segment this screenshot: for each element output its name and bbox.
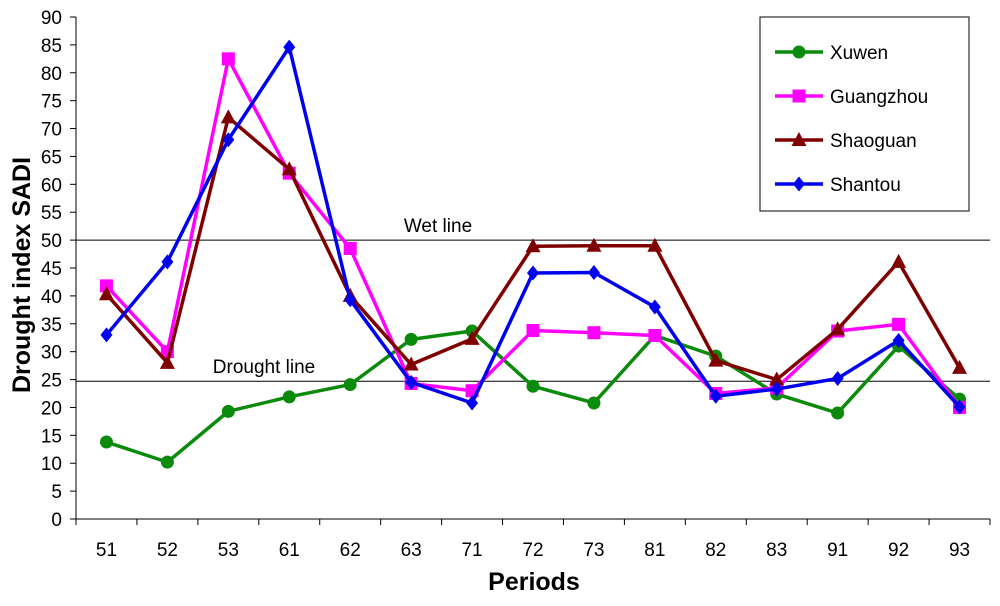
- legend-marker-shantou: [793, 176, 805, 192]
- reference-line-label: Drought line: [213, 357, 315, 378]
- data-point-shantou: [648, 299, 661, 315]
- y-tick-label: 55: [41, 203, 62, 224]
- x-tick-label: 83: [766, 540, 787, 561]
- data-point-shantou: [527, 265, 539, 281]
- legend-label-shantou: Shantou: [830, 175, 901, 196]
- data-point-guangzhou: [221, 52, 235, 66]
- y-tick-label: 60: [41, 175, 62, 196]
- y-tick-label: 30: [41, 343, 62, 364]
- data-point-shaoguan: [464, 330, 480, 345]
- legend-marker-shaoguan: [791, 132, 807, 146]
- data-point-shantou: [892, 333, 905, 349]
- legend-label-guangzhou: Guangzhou: [830, 87, 928, 108]
- x-tick-label: 92: [888, 540, 909, 561]
- data-point-shantou: [161, 254, 174, 270]
- y-tick-label: 40: [41, 287, 62, 308]
- data-point-shaoguan: [586, 237, 602, 252]
- y-tick-label: 80: [41, 64, 62, 85]
- data-point-shaoguan: [281, 161, 297, 176]
- y-tick-label: 10: [41, 454, 62, 475]
- legend-label-shaoguan: Shaoguan: [830, 131, 917, 152]
- data-point-xuwen: [587, 396, 601, 410]
- x-tick-label: 82: [705, 540, 726, 561]
- data-point-shaoguan: [891, 253, 907, 268]
- y-tick-label: 85: [41, 36, 62, 57]
- data-point-shaoguan: [708, 352, 724, 367]
- data-point-xuwen: [282, 390, 296, 404]
- data-point-shantou: [405, 374, 418, 390]
- data-point-shantou: [770, 381, 783, 397]
- data-point-guangzhou: [648, 328, 662, 342]
- y-tick-label: 25: [41, 371, 62, 392]
- reference-line-label: Wet line: [404, 216, 472, 237]
- series-line-xuwen: [105, 329, 961, 464]
- data-point-xuwen: [160, 455, 174, 469]
- data-point-xuwen: [343, 378, 357, 392]
- data-point-shaoguan: [159, 354, 175, 369]
- data-point-guangzhou: [526, 323, 540, 337]
- y-tick-label: 90: [41, 8, 62, 29]
- legend-marker-xuwen: [792, 45, 806, 59]
- x-tick-label: 81: [644, 540, 665, 561]
- data-point-shantou: [100, 327, 113, 343]
- data-point-shantou: [709, 388, 722, 404]
- data-point-shantou: [953, 399, 966, 415]
- x-tick-label: 72: [522, 540, 543, 561]
- y-tick-label: 70: [41, 120, 62, 141]
- series-shaoguan: [98, 109, 968, 386]
- y-tick-label: 15: [41, 426, 62, 447]
- data-point-shaoguan: [525, 238, 541, 253]
- legend-label-xuwen: Xuwen: [830, 43, 888, 64]
- data-point-shaoguan: [403, 356, 419, 371]
- y-tick-label: 50: [41, 231, 62, 252]
- data-point-guangzhou: [892, 317, 906, 331]
- data-point-xuwen: [404, 332, 418, 346]
- data-point-guangzhou: [99, 279, 113, 293]
- y-tick-label: 20: [41, 398, 62, 419]
- data-point-xuwen: [221, 404, 235, 418]
- y-tick-label: 35: [41, 315, 62, 336]
- data-point-shantou: [222, 132, 235, 148]
- x-tick-label: 61: [279, 540, 300, 561]
- y-tick-label: 45: [41, 259, 62, 280]
- x-axis-title: Periods: [488, 568, 580, 596]
- x-tick-label: 71: [461, 540, 482, 561]
- data-point-shaoguan: [769, 371, 785, 386]
- x-tick-label: 53: [218, 540, 239, 561]
- y-tick-label: 0: [51, 510, 62, 531]
- x-tick-label: 73: [583, 540, 604, 561]
- data-point-shaoguan: [220, 109, 236, 124]
- data-point-xuwen: [99, 435, 113, 449]
- x-tick-label: 63: [401, 540, 422, 561]
- series-xuwen: [99, 324, 967, 469]
- x-tick-label: 91: [827, 540, 848, 561]
- data-point-xuwen: [831, 406, 845, 420]
- data-point-shantou: [587, 264, 600, 280]
- y-tick-label: 75: [41, 92, 62, 113]
- y-tick-label: 5: [51, 482, 62, 503]
- data-point-guangzhou: [343, 241, 357, 255]
- x-tick-label: 62: [340, 540, 361, 561]
- data-point-shantou: [831, 370, 844, 386]
- data-point-shaoguan: [952, 359, 968, 374]
- data-point-xuwen: [526, 379, 540, 393]
- legend: Xuwen Guangzhou Shaoguan Shantou: [759, 16, 970, 212]
- data-point-shantou: [466, 395, 479, 411]
- data-point-guangzhou: [587, 326, 601, 340]
- series-shantou: [100, 39, 966, 415]
- data-point-shaoguan: [98, 286, 114, 301]
- data-point-shantou: [344, 292, 357, 308]
- legend-marker-guangzhou: [792, 89, 806, 103]
- data-point-shantou: [283, 39, 296, 55]
- x-tick-label: 52: [157, 540, 178, 561]
- data-point-shaoguan: [830, 321, 846, 336]
- data-point-shaoguan: [647, 237, 663, 252]
- y-tick-label: 65: [41, 147, 62, 168]
- y-axis-title: Drought index SADI: [8, 157, 36, 393]
- x-tick-label: 93: [949, 540, 970, 561]
- x-tick-label: 51: [96, 540, 117, 561]
